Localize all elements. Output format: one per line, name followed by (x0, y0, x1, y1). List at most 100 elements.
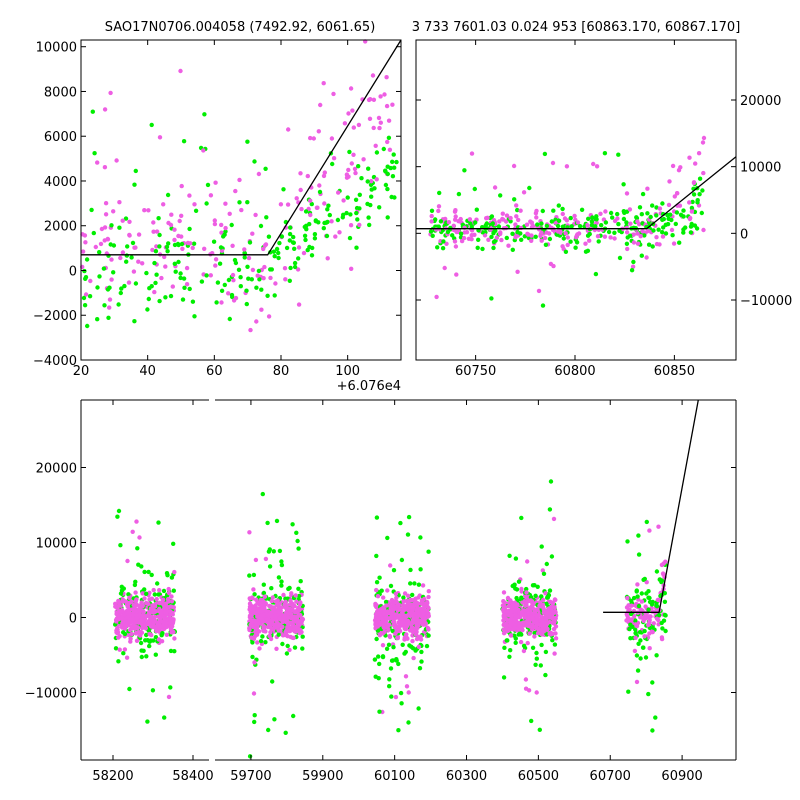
point-series-a (454, 272, 459, 277)
point-series-a (139, 600, 144, 605)
point-series-b (367, 222, 372, 228)
point-series-b (547, 507, 553, 512)
point-series-a (423, 603, 428, 608)
point-series-b (638, 638, 643, 643)
point-series-b (81, 295, 87, 301)
point-series-a (162, 610, 168, 615)
point-series-a (635, 241, 641, 246)
point-series-b (227, 316, 232, 322)
point-series-a (322, 170, 327, 175)
point-series-a (396, 620, 401, 625)
point-series-a (374, 615, 379, 620)
point-series-b (654, 213, 659, 218)
point-series-b (287, 231, 293, 237)
point-series-a (504, 213, 510, 218)
point-series-a (137, 535, 142, 540)
fit-line-left (81, 39, 402, 256)
point-series-a (548, 611, 554, 616)
point-series-b (182, 285, 187, 290)
point-series-a (408, 605, 414, 610)
point-series-b (238, 284, 243, 289)
point-series-a (671, 241, 677, 246)
point-series-b (327, 212, 332, 218)
point-series-b (388, 165, 393, 171)
point-series-a (346, 111, 351, 116)
point-series-b (153, 280, 158, 286)
point-series-a (103, 212, 109, 217)
point-series-a (642, 634, 647, 639)
point-series-b (539, 221, 544, 226)
point-series-b (392, 165, 397, 170)
point-series-b (279, 234, 285, 239)
point-series-b (475, 245, 480, 250)
point-series-b (171, 588, 176, 593)
point-series-b (560, 224, 566, 229)
point-series-b (146, 296, 151, 302)
point-series-b (157, 232, 162, 238)
point-series-a (508, 215, 513, 221)
point-series-b (269, 586, 274, 591)
point-series-b (166, 241, 171, 246)
point-series-a (393, 591, 399, 596)
point-series-a (517, 621, 522, 626)
point-series-a (647, 631, 652, 636)
point-series-a (534, 690, 539, 695)
point-series-b (122, 631, 128, 637)
point-series-a (169, 599, 175, 604)
point-series-a (373, 603, 379, 609)
point-series-a (348, 223, 354, 228)
point-series-b (638, 656, 643, 661)
point-series-b (599, 223, 604, 228)
point-series-b (387, 677, 392, 682)
point-series-a (469, 233, 474, 238)
point-series-a (321, 81, 326, 86)
point-series-b (521, 643, 527, 648)
point-series-a (150, 605, 155, 610)
point-series-a (288, 626, 293, 631)
point-series-a (151, 229, 156, 234)
point-series-b (284, 245, 290, 251)
point-series-a (311, 136, 316, 141)
point-series-b (287, 278, 292, 283)
x-tick-label: 100 (335, 364, 360, 379)
y-tick-label: 20000 (36, 462, 77, 477)
point-series-a (120, 599, 125, 604)
point-series-a (678, 165, 683, 170)
point-series-b (386, 642, 392, 647)
point-series-b (544, 601, 549, 606)
point-series-b (493, 228, 498, 233)
point-series-b (296, 593, 302, 599)
point-series-a (260, 617, 265, 622)
point-series-a (109, 257, 114, 262)
point-series-b (290, 240, 296, 245)
point-series-b (396, 661, 401, 667)
point-series-b (636, 603, 642, 609)
point-series-b (654, 205, 659, 210)
point-series-b (681, 230, 686, 235)
point-series-a (249, 613, 254, 618)
point-series-a (329, 136, 335, 141)
point-series-b (229, 222, 234, 228)
point-series-b (629, 268, 635, 273)
point-series-b (515, 207, 520, 213)
point-series-a (141, 610, 146, 615)
point-series-b (627, 233, 633, 238)
point-series-a (498, 230, 503, 235)
point-series-b (621, 209, 626, 214)
point-series-b (512, 197, 517, 202)
point-series-a (541, 597, 546, 603)
point-series-a (308, 135, 313, 141)
point-series-b (563, 249, 569, 254)
point-series-b (229, 292, 235, 298)
point-series-a (525, 640, 530, 646)
point-series-a (252, 660, 257, 665)
point-series-b (340, 215, 345, 220)
point-series-b (279, 559, 284, 564)
axes-frame-right (415, 39, 737, 361)
point-series-b (579, 207, 585, 212)
point-series-a (134, 620, 139, 625)
point-series-a (426, 612, 431, 617)
point-series-b (180, 297, 186, 302)
point-series-a (255, 619, 260, 625)
point-series-b (101, 266, 107, 271)
